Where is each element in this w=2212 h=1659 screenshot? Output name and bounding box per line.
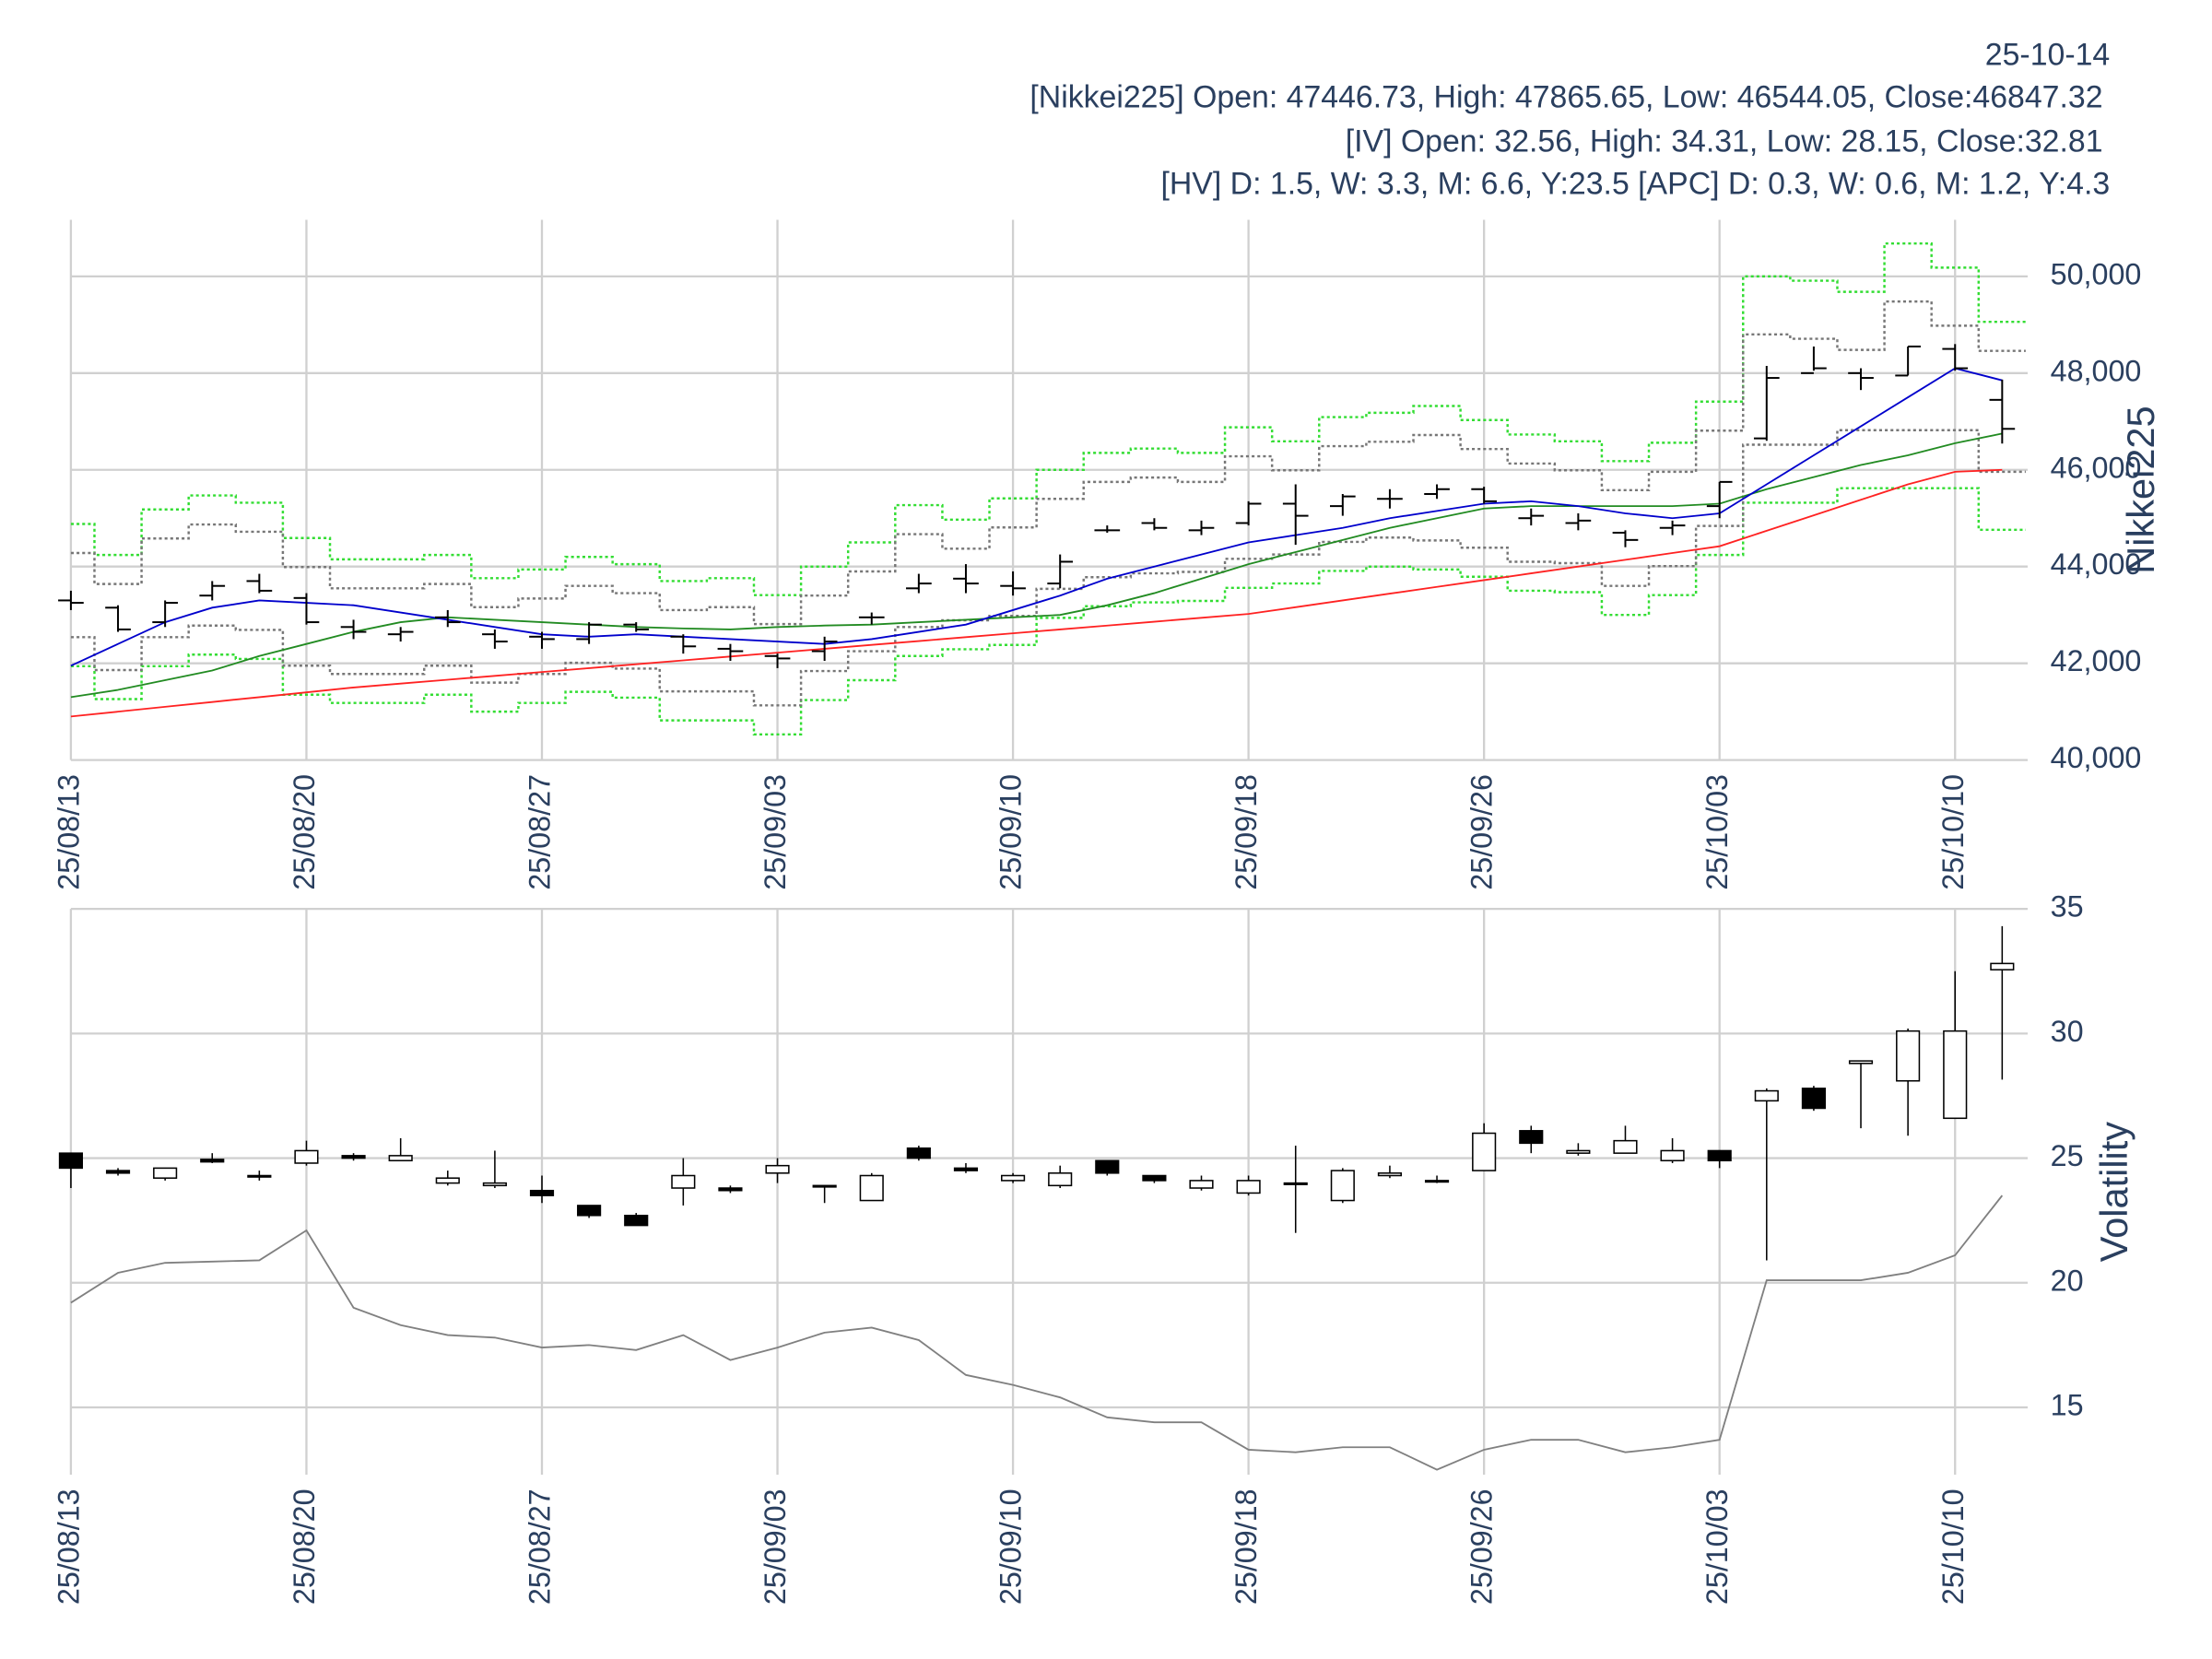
candle-body [1896,1030,1921,1082]
candle-body [1660,1149,1685,1162]
candle-body [859,1174,884,1202]
x-tick-label: 25/09/10 [994,774,1028,890]
marks-layer [58,241,2026,1471]
candle-body [1754,1089,1779,1102]
header-line: [HV] D: 1.5, W: 3.3, M: 6.6, Y:23.5 [APC… [1160,166,2110,201]
candle-body [1472,1132,1497,1171]
candle-body [1330,1170,1355,1202]
candle-body [482,1182,507,1187]
y-tick-label: 20 [2051,1264,2084,1297]
candle-body [718,1187,743,1192]
x-tick-label: 25/09/26 [1465,774,1499,890]
candle-body [529,1189,555,1196]
candle-body [1377,1172,1403,1177]
candle-body [1142,1174,1167,1182]
x-tick-label: 25/09/03 [759,1488,792,1605]
y-tick-label: 25 [2051,1139,2084,1172]
candle-body [294,1149,319,1164]
candle-body [1943,1030,1968,1120]
candle-body [153,1167,178,1179]
x-tick-label: 25/08/20 [288,1488,321,1605]
candle-body [671,1174,696,1189]
candle-body [341,1155,366,1159]
labels-layer: 25-10-14 [Nikkei225] Open: 47446.73, Hig… [52,37,2162,1605]
y-tick-label: 40,000 [2051,741,2142,774]
candle-body [1424,1180,1450,1183]
candle-body [1566,1149,1591,1154]
x-tick-label: 25/08/27 [524,1488,557,1605]
x-tick-label: 25/09/03 [759,774,792,890]
x-tick-label: 25/08/13 [52,774,85,890]
x-tick-label: 25/08/20 [288,774,321,890]
candle-body [1990,962,2015,971]
candle-body [812,1184,837,1188]
candle-body [953,1167,979,1171]
candle-body [1801,1088,1826,1110]
candle-body [1283,1182,1308,1185]
band-line [70,300,2026,626]
x-tick-label: 25/09/10 [994,1488,1028,1605]
header-date: 25-10-14 [1985,37,2110,72]
header-line: [IV] Open: 32.56, High: 34.31, Low: 28.1… [1346,124,2103,159]
candle-body [1001,1174,1026,1182]
x-tick-label: 25/08/27 [524,774,557,890]
candle-body [105,1170,131,1174]
candle-body [1189,1180,1214,1189]
band-line [70,241,2026,596]
x-tick-label: 25/08/13 [52,1488,85,1605]
y-tick-label: 48,000 [2051,354,2142,387]
candle-body [1613,1139,1638,1154]
x-tick-label: 25/10/03 [1700,1488,1734,1605]
y-axis-title: Nikkei225 [2119,406,2162,573]
line-series [70,1194,2004,1471]
candle-body [1519,1130,1544,1145]
candle-body [577,1205,602,1217]
candle-body [1707,1149,1732,1162]
y-tick-label: 42,000 [2051,644,2142,677]
candle-body [247,1174,272,1178]
candle-body [58,1152,84,1170]
candle-body [1095,1159,1120,1174]
y-tick-label: 44,000 [2051,547,2142,581]
header-line: [Nikkei225] Open: 47446.73, High: 47865.… [1030,80,2102,115]
candle-body [765,1164,790,1174]
y-tick-label: 50,000 [2051,257,2142,290]
candle-body [435,1177,460,1184]
candle-body [1848,1060,1874,1065]
x-tick-label: 25/10/03 [1700,774,1734,890]
x-tick-label: 25/10/10 [1936,1488,1970,1605]
band-line [70,487,2026,736]
line-series [70,367,2003,667]
candle-body [1048,1172,1073,1187]
line-series [70,468,2003,718]
candle-body [200,1159,225,1163]
x-tick-label: 25/09/26 [1465,1488,1499,1605]
y-tick-label: 35 [2051,890,2084,924]
x-tick-label: 25/09/18 [1230,1488,1263,1605]
y-tick-label: 15 [2051,1389,2084,1422]
y-tick-label: 30 [2051,1015,2084,1048]
candle-body [388,1155,413,1162]
y-axis-title: Volatility [2092,1122,2136,1263]
candle-body [906,1147,931,1159]
band-line [70,429,2026,707]
x-tick-label: 25/10/10 [1936,774,1970,890]
candle-body [624,1214,649,1227]
line-series [70,432,2003,699]
y-tick-label: 46,000 [2051,451,2142,484]
x-tick-label: 25/09/18 [1230,774,1263,890]
candle-body [1236,1180,1261,1194]
